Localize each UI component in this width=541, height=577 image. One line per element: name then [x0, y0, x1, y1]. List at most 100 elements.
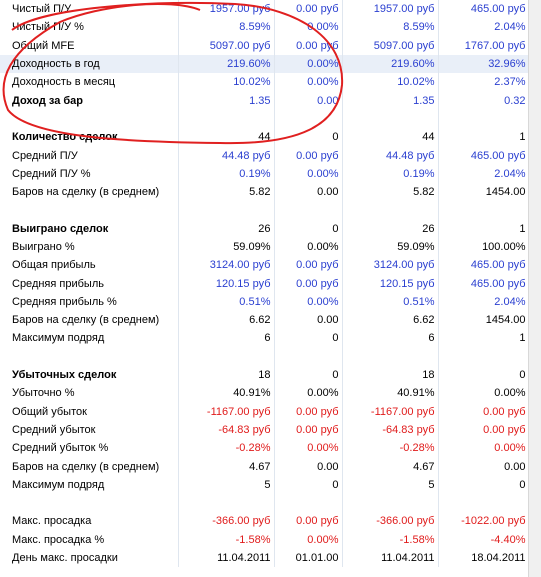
- table-row: Максимум подряд 5 0 5 0: [0, 475, 530, 495]
- value-cell: 5: [342, 475, 439, 495]
- value-cell: 0.00: [274, 311, 343, 330]
- value-cell: 0.00 руб: [274, 36, 343, 55]
- value-cell: 44: [342, 128, 439, 147]
- value-cell: 59.09%: [178, 237, 275, 257]
- table-row: Доходность в месяц 10.02% 0.00% 10.02% 2.37%: [0, 73, 530, 92]
- vertical-scrollbar[interactable]: [528, 0, 541, 577]
- empty-cell: [342, 109, 439, 129]
- row-label: Средний убыток %: [0, 439, 179, 458]
- table-row: Общая прибыль 3124.00 руб 0.00 руб 3124.00 …: [0, 256, 530, 275]
- value-cell: 0.00 руб: [274, 420, 343, 440]
- value-cell: 2.37%: [438, 73, 530, 92]
- value-cell: 1: [438, 329, 530, 348]
- row-label: Средняя прибыль: [0, 274, 179, 293]
- value-cell: 0: [274, 128, 343, 147]
- table-row: Доходность в год 219.60% 0.00% 219.60% 32.96…: [0, 54, 530, 74]
- row-label: Средний убыток: [0, 420, 179, 440]
- value-cell: 1: [438, 219, 530, 238]
- value-cell: -366.00 руб: [178, 512, 275, 531]
- value-cell: 1767.00 руб: [438, 36, 530, 55]
- empty-cell: [0, 347, 179, 366]
- table-row: Средний убыток -64.83 руб 0.00 руб -64.83 р…: [0, 420, 530, 440]
- value-cell: 8.59%: [342, 18, 439, 37]
- table-row: День макс. просадки 11.04.2011 01.01.00 11.…: [0, 548, 530, 568]
- row-label: Средний П/У %: [0, 164, 179, 183]
- value-cell: 1.35: [178, 91, 275, 110]
- value-cell: 0.00: [274, 182, 343, 202]
- value-cell: 465.00 руб: [438, 146, 530, 165]
- value-cell: 1454.00: [438, 311, 530, 330]
- value-cell: 0.19%: [178, 164, 275, 183]
- row-label: Максимум подряд: [0, 475, 179, 495]
- value-cell: 0.00%: [274, 73, 343, 92]
- table-row: Средний убыток % -0.28% 0.00% -0.28% 0.00%: [0, 439, 530, 458]
- value-cell: 0: [274, 329, 343, 348]
- row-label: Баров на сделку (в среднем): [0, 311, 179, 330]
- value-cell: -0.28%: [178, 439, 275, 458]
- value-cell: 01.01.00: [274, 548, 343, 568]
- value-cell: -1022.00 руб: [438, 512, 530, 531]
- value-cell: 5: [178, 475, 275, 495]
- value-cell: 44: [178, 128, 275, 147]
- table-row: Выиграно % 59.09% 0.00% 59.09% 100.00%: [0, 237, 530, 257]
- value-cell: 5097.00 руб: [342, 36, 439, 55]
- value-cell: 2.04%: [438, 18, 530, 37]
- value-cell: 2.04%: [438, 164, 530, 183]
- value-cell: 0.00 руб: [274, 146, 343, 165]
- value-cell: 10.02%: [178, 73, 275, 92]
- empty-cell: [0, 109, 179, 129]
- row-label: Общая прибыль: [0, 256, 179, 275]
- table-row: Чистый П/У % 8.59% 0.00% 8.59% 2.04%: [0, 18, 530, 37]
- value-cell: 0: [274, 219, 343, 238]
- value-cell: 465.00 руб: [438, 0, 530, 19]
- value-cell: 0.00 руб: [274, 512, 343, 531]
- value-cell: 0.51%: [342, 292, 439, 312]
- row-label: Доходность в месяц: [0, 73, 179, 92]
- value-cell: 26: [342, 219, 439, 238]
- row-label: Чистый П/У: [0, 0, 179, 19]
- value-cell: 0.00 руб: [274, 402, 343, 421]
- table-row: Средний П/У % 0.19% 0.00% 0.19% 2.04%: [0, 164, 530, 183]
- table-row: Общий MFE 5097.00 руб 0.00 руб 5097.00 руб 1…: [0, 36, 530, 55]
- spacer-row: [0, 347, 530, 366]
- value-cell: 0.00%: [438, 384, 530, 403]
- table-row: Средний П/У 44.48 руб 0.00 руб 44.48 руб 465…: [0, 146, 530, 165]
- value-cell: 219.60%: [342, 54, 439, 74]
- row-label: Максимум подряд: [0, 329, 179, 348]
- table-row: Убыточно % 40.91% 0.00% 40.91% 0.00%: [0, 384, 530, 403]
- empty-cell: [178, 201, 275, 220]
- row-label: Выиграно сделок: [0, 219, 179, 238]
- spacer-row: [0, 494, 530, 513]
- value-cell: -1.58%: [178, 530, 275, 549]
- spacer-row: [0, 201, 530, 220]
- table-row: Макс. просадка -366.00 руб 0.00 руб -366.00…: [0, 512, 530, 531]
- value-cell: 0.00%: [274, 18, 343, 37]
- value-cell: 10.02%: [342, 73, 439, 92]
- value-cell: 32.96%: [438, 54, 530, 74]
- value-cell: 1957.00 руб: [342, 0, 439, 19]
- value-cell: 3124.00 руб: [342, 256, 439, 275]
- value-cell: -64.83 руб: [342, 420, 439, 440]
- value-cell: 18: [178, 365, 275, 385]
- row-label: Баров на сделку (в среднем): [0, 457, 179, 476]
- value-cell: 1: [438, 128, 530, 147]
- value-cell: 6: [178, 329, 275, 348]
- table-row: Средняя прибыль 120.15 руб 0.00 руб 120.15 …: [0, 274, 530, 293]
- value-cell: 120.15 руб: [178, 274, 275, 293]
- value-cell: -64.83 руб: [178, 420, 275, 440]
- table-row: Общий убыток -1167.00 руб 0.00 руб -1167.00…: [0, 402, 530, 421]
- spacer-row: [0, 109, 530, 129]
- row-label: Чистый П/У %: [0, 18, 179, 37]
- table-row: Убыточных сделок 18 0 18 0: [0, 365, 530, 385]
- value-cell: 5.82: [342, 182, 439, 202]
- value-cell: 0: [274, 365, 343, 385]
- row-label: Убыточно %: [0, 384, 179, 403]
- value-cell: 0.00 руб: [438, 402, 530, 421]
- empty-cell: [178, 109, 275, 129]
- row-label: Общий убыток: [0, 402, 179, 421]
- value-cell: -4.40%: [438, 530, 530, 549]
- table-row: Макс. просадка % -1.58% 0.00% -1.58% -4.40%: [0, 530, 530, 549]
- value-cell: 0: [274, 475, 343, 495]
- table-row: Чистый П/У 1957.00 руб 0.00 руб 1957.00 руб…: [0, 0, 530, 19]
- empty-cell: [342, 347, 439, 366]
